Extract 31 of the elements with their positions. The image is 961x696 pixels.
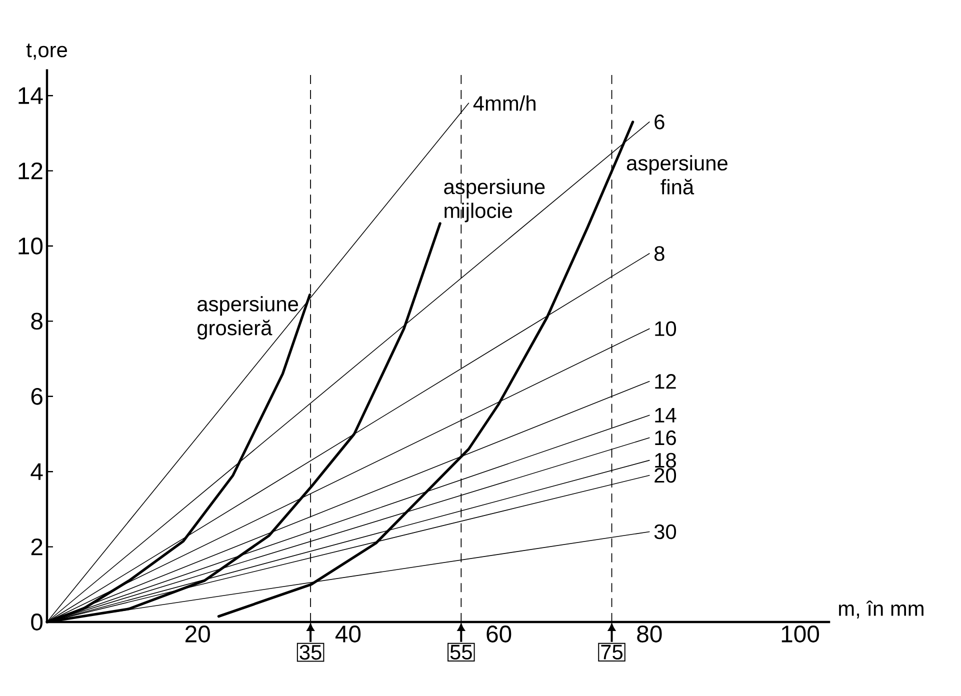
series-label: 6 <box>654 114 664 130</box>
series-label: 4mm/h <box>473 95 536 111</box>
y-tick-label: 2 <box>31 538 42 556</box>
series-label: 20 <box>654 468 676 483</box>
y-tick-label: 6 <box>31 388 42 405</box>
y-tick-label: 10 <box>18 238 43 254</box>
x-tick-label: 20 <box>186 626 210 642</box>
ref-line-label: 75 <box>601 644 623 660</box>
y-axis-title: t,ore <box>26 44 68 60</box>
y-tick-label: 0 <box>31 614 43 630</box>
x-tick-label: 100 <box>782 626 820 642</box>
series-label: aspersiune fină <box>626 155 728 194</box>
x-tick-label: 40 <box>335 626 361 642</box>
x-axis-title: m, în mm <box>839 600 924 618</box>
series-label: aspersiune grosieră <box>198 296 298 340</box>
series-label: 12 <box>655 374 676 389</box>
series-label: aspersiune mijlocie <box>444 178 545 222</box>
series-label: 10 <box>655 321 676 336</box>
x-tick-label: 60 <box>486 626 512 642</box>
ref-line-label: 55 <box>450 644 472 660</box>
series-label: 16 <box>655 430 676 446</box>
series-label: 8 <box>654 246 664 261</box>
y-tick-label: 8 <box>31 312 42 330</box>
y-tick-label: 14 <box>18 87 43 104</box>
y-tick-label: 12 <box>18 162 42 180</box>
ref-line-label: 35 <box>300 644 322 660</box>
series-label: 18 <box>655 452 676 468</box>
x-tick-label: 80 <box>637 626 662 642</box>
y-tick-label: 4 <box>30 463 43 480</box>
series-label: 14 <box>655 408 676 422</box>
series-label: 30 <box>654 524 676 540</box>
